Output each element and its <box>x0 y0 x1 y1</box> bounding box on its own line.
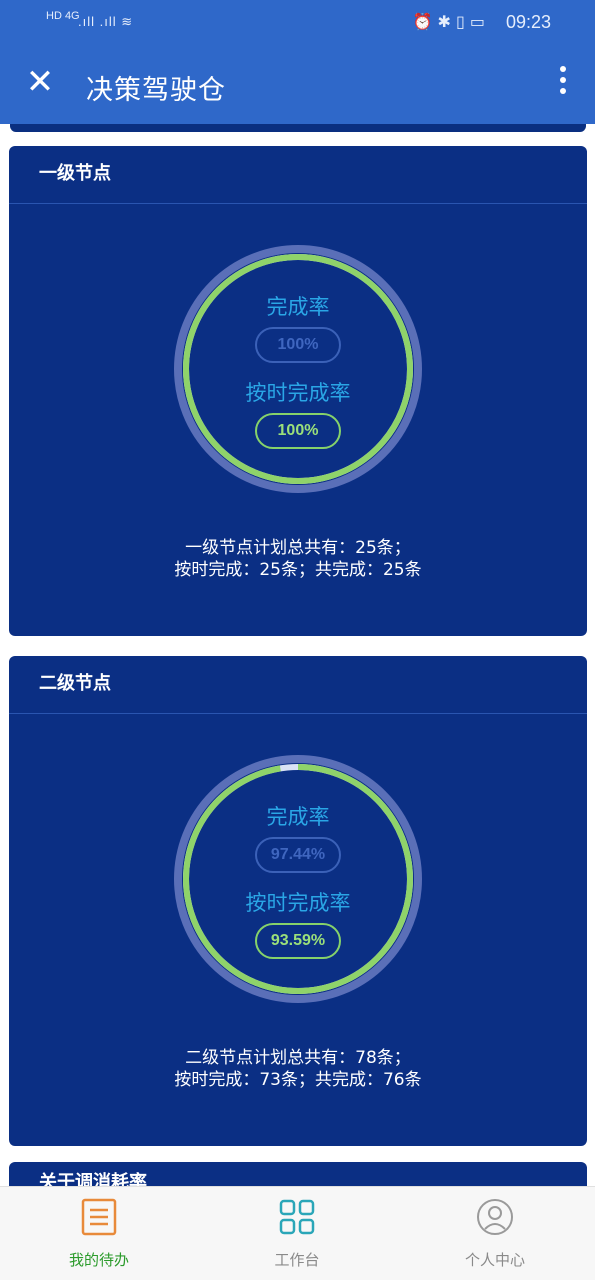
gauge-rings <box>174 755 422 1003</box>
summary-line-1: 二级节点计划总共有：78条； <box>185 1048 411 1068</box>
card-title: 二级节点 <box>9 656 587 714</box>
network-indicators: HD 4G <box>46 10 80 22</box>
completion-rate-value: 100% <box>255 327 341 363</box>
tab-label: 我的待办 <box>68 1251 129 1269</box>
page-title: 决策驾驶仓 <box>86 75 226 106</box>
bottom-tab-bar: 我的待办 工作台 个人中心 <box>0 1186 595 1280</box>
clock-time: 09:23 <box>505 12 551 32</box>
completion-rate-label: 完成率 <box>266 295 330 319</box>
user-profile-icon <box>477 1199 513 1235</box>
status-bar: HD 4G .ıll .ıll ≋ ⏰ ✱ ▯ ▭ 09:23 <box>0 0 595 48</box>
completion-gauge: 完成率 100% 按时完成率 100% <box>172 243 424 495</box>
summary-line-2: 按时完成：73条；共完成：76条 <box>174 1070 422 1090</box>
grid-apps-icon <box>279 1199 315 1235</box>
completion-gauge: 完成率 97.44% 按时完成率 93.59% <box>172 753 424 1005</box>
status-icons: ⏰ ✱ ▯ ▭ <box>412 12 485 31</box>
tab-workbench[interactable]: 工作台 <box>198 1187 396 1280</box>
ontime-rate-value: 100% <box>255 413 341 449</box>
gauge-outer-ring <box>174 755 422 1003</box>
more-vertical-icon[interactable] <box>557 66 569 106</box>
summary-line-1: 一级节点计划总共有：25条； <box>185 538 411 558</box>
signal-wifi-icon: .ıll .ıll ≋ <box>78 14 134 29</box>
todo-list-icon <box>81 1198 117 1236</box>
gauge-progress-arc <box>183 254 413 484</box>
tab-label: 工作台 <box>274 1251 320 1269</box>
node-card-level2: 二级节点 完成率 97.44% 按时完成率 93.59% 二级节点计划总共有：7… <box>9 656 587 1146</box>
tab-my-todo[interactable]: 我的待办 <box>0 1187 198 1280</box>
close-icon[interactable]: ✕ <box>25 62 55 102</box>
summary-line-2: 按时完成：25条；共完成：25条 <box>174 560 422 580</box>
completion-rate-label: 完成率 <box>266 805 330 829</box>
gauge-rings <box>174 245 422 493</box>
tab-label: 个人中心 <box>464 1251 525 1269</box>
completion-rate-value: 97.44% <box>255 837 341 873</box>
app-bar: ✕ 决策驾驶仓 <box>0 48 595 124</box>
ontime-rate-label: 按时完成率 <box>245 381 351 405</box>
tab-personal-center[interactable]: 个人中心 <box>396 1187 594 1280</box>
ontime-rate-label: 按时完成率 <box>245 891 351 915</box>
card-title: 一级节点 <box>9 146 587 204</box>
node-card-level1: 一级节点 完成率 100% 按时完成率 100% 一级节点计划总共有：25条； … <box>9 146 587 636</box>
previous-card-bottom <box>10 124 586 132</box>
ontime-rate-value: 93.59% <box>255 923 341 959</box>
gauge-progress-arc <box>183 764 413 994</box>
gauge-outer-ring <box>174 245 422 493</box>
